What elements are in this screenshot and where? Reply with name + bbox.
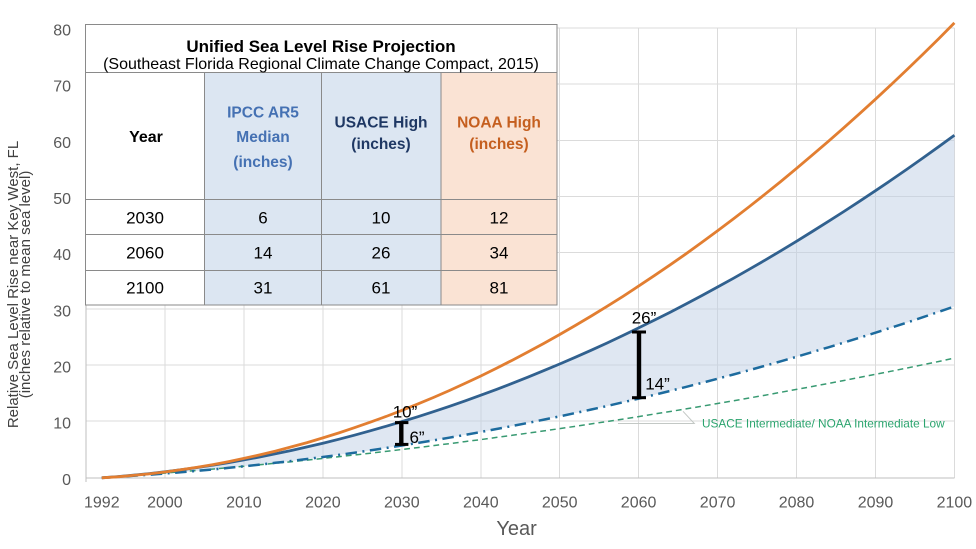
svg-text:2070: 2070 — [700, 495, 736, 512]
svg-text:70: 70 — [53, 79, 71, 96]
svg-text:(inches): (inches) — [233, 154, 292, 171]
svg-text:2080: 2080 — [779, 495, 815, 512]
svg-text:10”: 10” — [393, 403, 418, 422]
svg-text:30: 30 — [53, 303, 71, 320]
svg-text:Median: Median — [236, 129, 289, 146]
svg-text:60: 60 — [53, 135, 71, 152]
svg-text:USACE Intermediate/ NOAA Inter: USACE Intermediate/ NOAA Intermediate Lo… — [702, 417, 945, 431]
svg-text:6: 6 — [258, 209, 267, 228]
svg-text:1992: 1992 — [84, 495, 120, 512]
svg-text:20: 20 — [53, 360, 71, 377]
svg-text:NOAA High: NOAA High — [457, 115, 541, 132]
svg-text:(inches): (inches) — [469, 136, 528, 153]
svg-text:26”: 26” — [632, 309, 657, 328]
svg-text:2030: 2030 — [384, 495, 420, 512]
svg-text:12: 12 — [490, 209, 509, 228]
svg-text:10: 10 — [372, 209, 391, 228]
svg-text:2020: 2020 — [305, 495, 341, 512]
svg-text:2000: 2000 — [147, 495, 183, 512]
svg-text:81: 81 — [490, 279, 509, 298]
svg-text:50: 50 — [53, 191, 71, 208]
svg-text:Year: Year — [129, 129, 163, 146]
svg-text:Unified Sea Level Rise Project: Unified Sea Level Rise Projection — [186, 37, 455, 56]
svg-text:2060: 2060 — [621, 495, 657, 512]
svg-text:2010: 2010 — [226, 495, 262, 512]
svg-text:6”: 6” — [409, 428, 424, 447]
svg-text:2090: 2090 — [858, 495, 894, 512]
svg-text:14”: 14” — [645, 375, 670, 394]
svg-text:2100: 2100 — [126, 279, 164, 298]
svg-text:IPCC AR5: IPCC AR5 — [227, 105, 299, 122]
svg-text:2030: 2030 — [126, 209, 164, 228]
svg-text:2100: 2100 — [937, 495, 973, 512]
svg-text:(inches relative to mean sea l: (inches relative to mean sea level) — [17, 171, 34, 399]
svg-text:Year: Year — [496, 518, 537, 540]
svg-text:80: 80 — [53, 23, 71, 40]
svg-text:34: 34 — [490, 244, 509, 263]
svg-text:2040: 2040 — [463, 495, 499, 512]
svg-text:USACE High: USACE High — [335, 115, 428, 132]
svg-text:40: 40 — [53, 247, 71, 264]
svg-text:31: 31 — [254, 279, 273, 298]
svg-text:Relative Sea Level Rise near K: Relative Sea Level Rise near Key West, F… — [5, 141, 22, 428]
svg-text:10: 10 — [53, 416, 71, 433]
svg-text:2050: 2050 — [542, 495, 578, 512]
svg-text:0: 0 — [62, 472, 71, 489]
svg-text:14: 14 — [254, 244, 273, 263]
svg-text:26: 26 — [372, 244, 391, 263]
svg-text:61: 61 — [372, 279, 391, 298]
svg-text:(inches): (inches) — [351, 136, 410, 153]
svg-text:(Southeast Florida Regional Cl: (Southeast Florida Regional Climate Chan… — [103, 56, 539, 73]
svg-text:2060: 2060 — [126, 244, 164, 263]
